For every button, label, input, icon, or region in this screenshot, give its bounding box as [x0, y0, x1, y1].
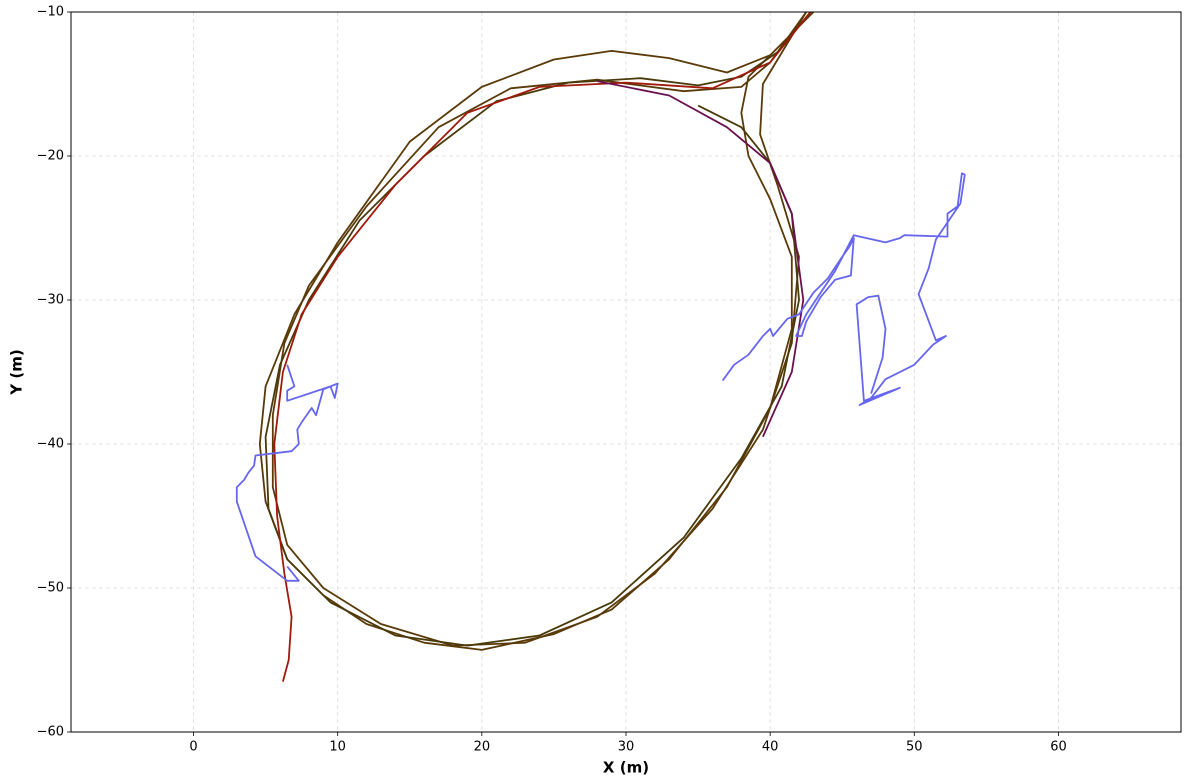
y-tick-label: −60	[37, 725, 64, 740]
trajectory	[235, 172, 966, 582]
y-tick-label: −20	[37, 149, 64, 164]
x-axis-label: X (m)	[603, 759, 649, 777]
y-tick-label: −10	[37, 5, 64, 20]
x-tick-label: 50	[906, 740, 923, 755]
y-tick-label: −40	[37, 437, 64, 452]
x-tick-label: 30	[618, 740, 635, 755]
trajectory	[597, 80, 805, 438]
plot-frame	[70, 11, 1182, 733]
x-tick-label: 20	[474, 740, 491, 755]
trajectory	[273, 12, 812, 682]
x-tick-label: 40	[762, 740, 779, 755]
y-tick-label: −50	[37, 581, 64, 596]
y-axis-label: Y (m)	[8, 349, 26, 395]
x-tick-label: 60	[1050, 740, 1067, 755]
trajectory	[264, 12, 812, 647]
trajectory	[258, 12, 815, 651]
trajectory	[271, 12, 807, 647]
x-tick-label: 10	[329, 740, 346, 755]
y-tick-label: −30	[37, 293, 64, 308]
x-tick-label: 0	[189, 740, 197, 755]
